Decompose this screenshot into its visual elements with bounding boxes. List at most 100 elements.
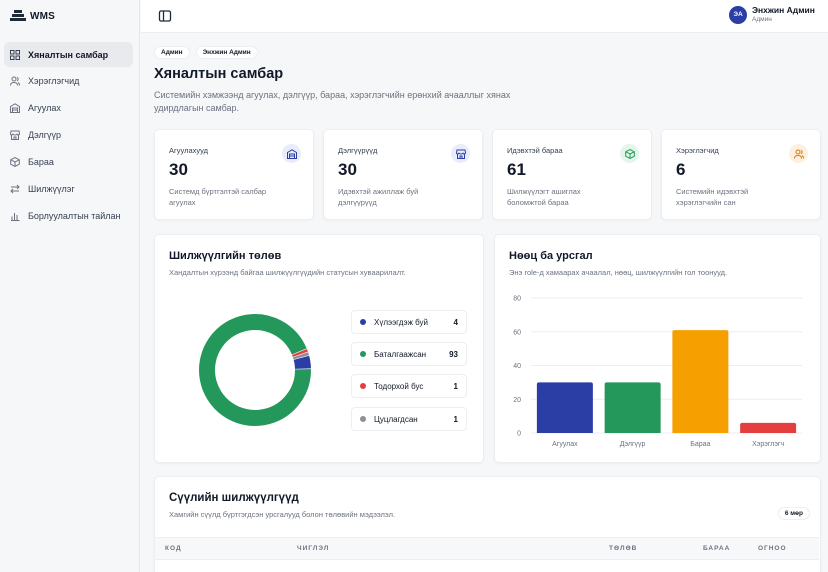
stat-value: 6: [676, 160, 686, 179]
row-count-badge: 6 мөр: [777, 507, 810, 520]
stat-label: Дэлгүүрүүд: [338, 146, 378, 155]
user-menu[interactable]: ЭА Энхжин Админ Админ: [729, 5, 828, 24]
breadcrumb-item[interactable]: Админ: [154, 46, 190, 59]
brand[interactable]: WMS: [10, 8, 55, 24]
panel-subtitle: Энэ role-д хамаарах ачаалал, нөөц, шилжү…: [509, 268, 728, 277]
transfer-icon: [10, 184, 20, 194]
sidebar-item-products[interactable]: Бараа: [4, 149, 133, 175]
legend-label: Хүлээгдэж буй: [374, 317, 429, 327]
x-tick-label: Бараа: [690, 441, 710, 448]
legend-item-cancelled: Цуцлагдсан 1: [351, 407, 467, 431]
sidebar-item-users[interactable]: Хэрэглэгчид: [4, 68, 133, 94]
sidebar-item-label: Бараа: [28, 157, 54, 167]
user-name: Энхжин Админ: [752, 5, 815, 15]
sidebar-item-label: Агуулах: [28, 103, 61, 113]
bar-2: [672, 330, 729, 433]
y-tick-label: 80: [513, 296, 521, 303]
package-icon: [620, 144, 639, 163]
warehouse-icon: [282, 144, 301, 163]
dashboard-icon: [10, 49, 20, 60]
legend-label: Цуцлагдсан: [374, 414, 418, 424]
legend-swatch: [360, 319, 366, 325]
app-name: WMS: [30, 10, 56, 22]
legend-label: Баталгаажсан: [374, 349, 427, 359]
sidebar-item-dashboard[interactable]: Хяналтын самбар: [4, 42, 133, 67]
column-header-direction[interactable]: ЧИГЛЭЛ: [297, 545, 330, 552]
x-tick-label: Хэрэглэгч: [752, 441, 784, 448]
top-header: ЭА Энхжин Админ Админ: [141, 0, 828, 33]
sidebar: WMS Хяналтын самбар Хэрэглэгчид Агуулах …: [0, 0, 140, 572]
sidebar-toggle-icon[interactable]: [158, 9, 172, 23]
y-tick-label: 60: [513, 329, 521, 336]
users-icon: [789, 144, 808, 163]
panel-subtitle: Хандалтын хүрээнд байгаа шилжүүлгүүдийн …: [169, 268, 406, 277]
y-tick-label: 20: [513, 397, 521, 404]
column-header-date[interactable]: ОГНОО: [758, 545, 787, 552]
stat-note: Идэвхтэй ажиллаж буй дэлгүүрүүд: [338, 187, 419, 207]
legend-value: 93: [449, 349, 458, 359]
legend-label: Тодорхой бус: [374, 381, 424, 391]
stat-label: Хэрэглэгчид: [676, 146, 719, 155]
sidebar-item-store[interactable]: Дэлгүүр: [4, 122, 133, 148]
transfer-status-donut-chart: [199, 314, 311, 426]
legend-swatch: [360, 383, 366, 389]
panel-subtitle: Хамгийн сүүлд бүртгэгдсэн урсгалууд боло…: [169, 510, 396, 519]
resources-panel: Нөөц ба урсгал Энэ role-д хамаарах ачаал…: [494, 234, 821, 463]
user-role: Админ: [752, 16, 772, 23]
stat-label: Идэвхтэй бараа: [507, 146, 563, 155]
users-icon: [10, 76, 20, 86]
sidebar-item-label: Дэлгүүр: [28, 130, 62, 140]
column-header-code[interactable]: КОД: [165, 545, 182, 552]
stat-note: Системийн идэвхтэй хэрэглэгчийн сан: [676, 187, 749, 207]
legend-item-confirmed: Баталгаажсан 93: [351, 342, 467, 366]
sidebar-item-label: Хяналтын самбар: [28, 49, 109, 60]
warehouse-icon: [10, 103, 20, 113]
stat-note: Системд бүртгэлтэй салбар агуулах: [169, 187, 267, 207]
legend-value: 4: [453, 317, 458, 327]
panel-title: Сүүлийн шилжүүлгүүд: [169, 492, 299, 504]
y-tick-label: 40: [513, 363, 521, 370]
donut-slice-pending: [199, 314, 311, 426]
sidebar-item-label: Борлуулалтын тайлан: [28, 211, 121, 221]
package-icon: [10, 157, 20, 167]
stat-value: 30: [169, 160, 188, 179]
y-tick-label: 0: [517, 431, 521, 438]
sidebar-item-sales-report[interactable]: Борлуулалтын тайлан: [4, 203, 133, 229]
panel-title: Шилжүүлгийн төлөв: [169, 250, 282, 262]
legend-value: 1: [453, 414, 458, 424]
stat-card-stores: Дэлгүүрүүд 30 Идэвхтэй ажиллаж буй дэлгү…: [323, 129, 483, 220]
stat-card-warehouses: Агуулахууд 30 Системд бүртгэлтэй салбар …: [154, 129, 314, 220]
legend-swatch: [360, 416, 366, 422]
sidebar-item-label: Шилжүүлэг: [28, 184, 75, 194]
x-tick-label: Дэлгүүр: [620, 441, 646, 448]
report-icon: [11, 213, 20, 221]
legend-swatch: [360, 351, 366, 357]
breadcrumb-item[interactable]: Энхжин Админ: [195, 46, 258, 59]
legend-value: 1: [453, 381, 458, 391]
sidebar-item-warehouse[interactable]: Агуулах: [4, 95, 133, 121]
warehouse-logo-icon: [10, 10, 26, 21]
bar-3: [740, 422, 797, 433]
stat-value: 30: [338, 160, 357, 179]
stat-note: Шилжүүлэгт ашиглах боломжтой бараа: [507, 187, 581, 207]
legend-item-unknown: Тодорхой бус 1: [351, 374, 467, 398]
stat-value: 61: [507, 160, 526, 179]
sidebar-item-transfers[interactable]: Шилжүүлэг: [4, 176, 133, 202]
stat-label: Агуулахууд: [169, 146, 208, 155]
store-icon: [10, 130, 20, 140]
page-title: Хяналтын самбар: [154, 66, 284, 82]
panel-title: Нөөц ба урсгал: [509, 250, 593, 262]
stat-card-products: Идэвхтэй бараа 61 Шилжүүлэгт ашиглах бол…: [492, 129, 652, 220]
table-header: КОД ЧИГЛЭЛ ТӨЛӨВ БАРАА ОГНОО: [155, 537, 819, 560]
x-tick-label: Агуулах: [552, 441, 578, 448]
transfer-status-panel: Шилжүүлгийн төлөв Хандалтын хүрээнд байг…: [154, 234, 484, 463]
store-icon: [451, 144, 470, 163]
recent-transfers-panel: Сүүлийн шилжүүлгүүд Хамгийн сүүлд бүртгэ…: [154, 476, 821, 572]
sidebar-item-label: Хэрэглэгчид: [28, 76, 80, 86]
column-header-product[interactable]: БАРАА: [703, 545, 731, 552]
user-info: Энхжин Админ Админ: [752, 5, 828, 24]
column-header-status[interactable]: ТӨЛӨВ: [609, 545, 638, 552]
legend-item-pending: Хүлээгдэж буй 4: [351, 310, 467, 334]
resources-bar-chart: 0 20 40 60 80 Агуулах Дэлгүүр Бараа Хэрэглэгч: [513, 296, 802, 448]
bar-0: [536, 382, 593, 433]
